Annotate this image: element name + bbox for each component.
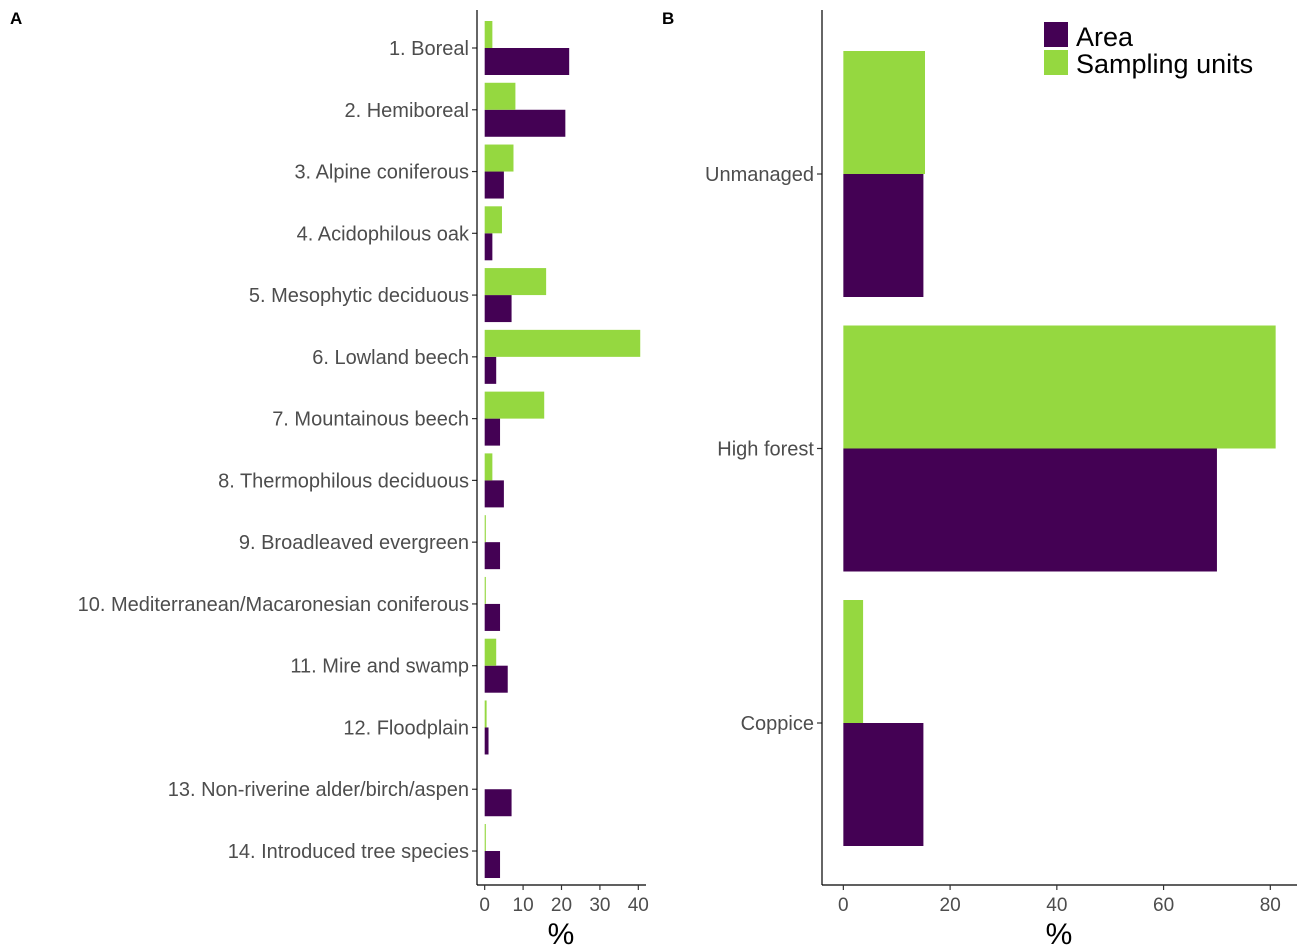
panel-b-x-tick-label-3: 40	[1046, 895, 1067, 916]
panel-a-bar-sampling-units-6	[484, 329, 641, 357]
panel-b-x-tick-label-1: 0	[838, 895, 849, 916]
panel-a-category-label-12: 12. Floodplain	[343, 717, 469, 739]
panel-a-x-ticks: 0 10 20 30 40	[479, 885, 649, 916]
panel-b-axes	[817, 10, 1297, 886]
panel-a-bars	[484, 21, 641, 879]
panel-b-bar-sampling-units-2	[843, 325, 1276, 449]
panel-a-x-tick-label-4: 30	[589, 895, 610, 916]
panel-a-bar-area-13	[484, 789, 512, 817]
panel-b-x-tick-label-2: 20	[940, 895, 961, 916]
panel-a-category-label-2: 2. Hemiboreal	[344, 100, 469, 122]
panel-b-category-labels: Unmanaged High forest Coppice	[705, 164, 814, 735]
panel-b-chart: Unmanaged High forest Coppice 0 20 40 60 80 %	[705, 10, 1297, 948]
panel-a-bar-sampling-units-10	[484, 576, 486, 604]
panel-b-bar-area-3	[843, 723, 924, 846]
panel-a-x-tick-label-2: 10	[513, 895, 534, 916]
legend-label-sampling-units: Sampling units	[1076, 49, 1253, 79]
panel-a-category-label-9: 9. Broadleaved evergreen	[239, 532, 469, 554]
panel-a-category-label-4: 4. Acidophilous oak	[297, 223, 470, 245]
panel-a-bar-sampling-units-4	[484, 206, 502, 234]
panel-a-bar-area-10	[484, 603, 501, 631]
panel-a-category-label-5: 5. Mesophytic deciduous	[249, 285, 469, 307]
panel-a-category-label-14: 14. Introduced tree species	[228, 841, 469, 863]
panel-a-letter: A	[10, 9, 22, 28]
panel-a-category-label-3: 3. Alpine coniferous	[294, 162, 469, 184]
panel-a-bar-area-5	[484, 295, 512, 323]
panel-a-category-label-1: 1. Boreal	[389, 38, 469, 60]
panel-a-bar-area-14	[484, 851, 501, 879]
panel-a-chart: 1. Boreal 2. Hemiboreal 3. Alpine conifero…	[78, 10, 649, 948]
panel-b-letter: B	[662, 9, 674, 28]
panel-a-bar-area-6	[484, 356, 497, 384]
panel-b-x-tick-label-5: 80	[1260, 895, 1281, 916]
panel-a-axes	[472, 10, 646, 886]
panel-a-x-tick-label-5: 40	[628, 895, 649, 916]
panel-a-bar-area-8	[484, 480, 504, 508]
panel-b-bar-area-2	[843, 448, 1217, 572]
panel-a-x-tick-label-1: 0	[479, 895, 490, 916]
panel-a-bar-area-2	[484, 109, 566, 137]
panel-a-category-label-13: 13. Non-riverine alder/birch/aspen	[168, 779, 469, 801]
legend-swatch-area	[1044, 22, 1068, 47]
panel-a-bar-sampling-units-12	[484, 700, 487, 728]
panel-a-bar-sampling-units-5	[484, 268, 547, 296]
panel-b-x-axis-title: %	[1046, 918, 1073, 948]
panel-a-bar-area-9	[484, 542, 501, 570]
panel-b-bars	[843, 51, 1276, 846]
panel-a-category-label-6: 6. Lowland beech	[312, 347, 469, 369]
panel-a-x-tick-label-3: 20	[551, 895, 572, 916]
panel-a-bar-sampling-units-7	[484, 391, 545, 419]
panel-a-bar-sampling-units-11	[484, 638, 497, 666]
panel-b-bar-area-1	[843, 174, 924, 297]
panel-a-category-label-8: 8. Thermophilous deciduous	[218, 470, 469, 492]
panel-a-category-label-10: 10. Mediterranean/Macaronesian coniferou…	[78, 594, 469, 616]
panel-a-bar-area-7	[484, 418, 501, 446]
panel-b-category-label-1: Unmanaged	[705, 164, 814, 186]
panel-a-x-axis-title: %	[548, 918, 575, 948]
panel-b-category-label-2: High forest	[717, 439, 814, 461]
panel-a-bar-sampling-units-9	[484, 515, 486, 543]
panel-a-bar-sampling-units-8	[484, 453, 493, 481]
panel-a-bar-area-3	[484, 171, 504, 199]
panel-a-category-label-7: 7. Mountainous beech	[272, 409, 469, 431]
legend-label-area: Area	[1076, 22, 1134, 52]
panel-a-category-label-11: 11. Mire and swamp	[290, 656, 469, 678]
legend-swatch-sampling-units	[1044, 50, 1068, 75]
panel-a-bar-sampling-units-14	[484, 824, 486, 852]
panel-a-bar-area-1	[484, 48, 570, 75]
panel-a-category-labels: 1. Boreal 2. Hemiboreal 3. Alpine conifero…	[78, 38, 470, 863]
panel-b-x-tick-label-4: 60	[1153, 895, 1174, 916]
panel-b-bar-sampling-units-3	[843, 600, 864, 723]
legend: Area Sampling units	[1044, 22, 1253, 79]
panel-b-x-ticks: 0 20 40 60 80	[838, 885, 1281, 916]
panel-a-bar-area-12	[484, 727, 489, 755]
panel-b-bar-sampling-units-1	[843, 51, 926, 174]
panel-a-bar-sampling-units-1	[484, 21, 493, 48]
panel-a-bar-area-4	[484, 233, 493, 261]
panel-a-bar-sampling-units-2	[484, 82, 516, 110]
panel-b-category-label-3: Coppice	[741, 713, 814, 735]
panel-a-bar-area-11	[484, 665, 508, 693]
panel-a-bar-sampling-units-3	[484, 144, 514, 172]
